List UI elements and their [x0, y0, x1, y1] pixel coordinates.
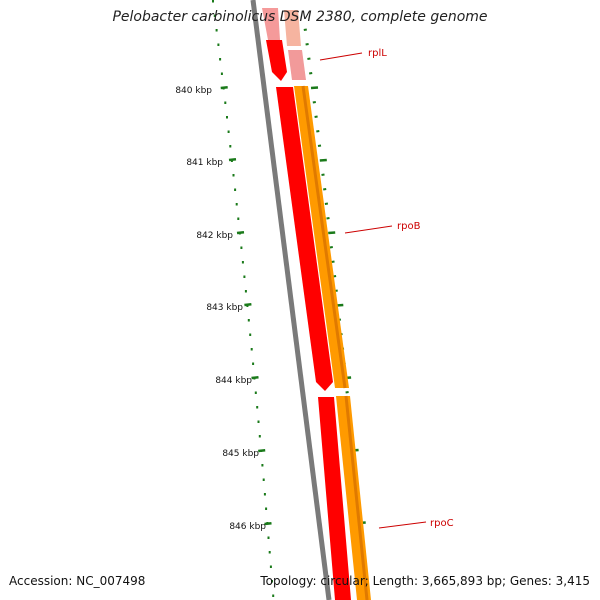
accession-text: Accession: NC_007498 — [9, 574, 146, 588]
minor-tick — [247, 319, 250, 322]
minor-tick — [262, 478, 265, 481]
right-ruler-tick — [303, 28, 307, 31]
minor-tick — [269, 565, 272, 568]
minor-tick — [244, 290, 247, 293]
right-ruler-tick — [323, 188, 327, 191]
right-ruler-tick — [309, 72, 313, 75]
minor-tick — [257, 420, 260, 423]
major-tick — [244, 302, 252, 307]
major-ticks — [220, 85, 272, 526]
cds-feature-1[interactable] — [262, 8, 280, 48]
tick-label: 842 kbp — [196, 231, 233, 241]
minor-tick — [258, 435, 261, 438]
minor-tick — [235, 203, 238, 206]
right-ruler-tick — [314, 115, 318, 118]
tick-label: 844 kbp — [215, 376, 252, 386]
minor-tick — [256, 406, 259, 409]
minor-tick — [249, 333, 252, 336]
right-ruler-tick — [310, 86, 319, 90]
right-ruler-tick — [305, 43, 309, 46]
minor-tick — [212, 0, 214, 3]
tick-label: 846 kbp — [229, 522, 266, 532]
right-ruler-tick — [312, 101, 316, 104]
minor-tick — [237, 217, 240, 220]
genome-summary-text: Topology: circular; Length: 3,665,893 bp… — [260, 574, 590, 588]
right-ruler-tick — [324, 202, 329, 205]
tick-label: 843 kbp — [206, 303, 243, 313]
right-ruler-tick — [317, 144, 322, 147]
backbone-line — [250, 0, 332, 600]
minor-tick — [220, 72, 223, 75]
minor-tick — [241, 261, 244, 264]
tick-label: 840 kbp — [175, 86, 212, 96]
gene-track-shade — [301, 85, 347, 389]
major-tick — [258, 448, 266, 453]
minor-tick — [213, 14, 216, 17]
major-tick — [236, 230, 245, 235]
right-ruler-tick — [328, 231, 336, 235]
cds-feature-2[interactable] — [266, 40, 287, 81]
minor-tick — [265, 507, 268, 510]
minor-tick — [272, 594, 275, 597]
minor-tick — [226, 116, 228, 119]
minor-tick — [243, 275, 246, 278]
minor-tick — [261, 464, 264, 467]
minor-tick — [229, 145, 232, 148]
tick-label: 845 kbp — [222, 449, 259, 459]
minor-tick — [219, 58, 222, 61]
minor-tick — [263, 493, 266, 496]
right-ruler-tick — [319, 158, 327, 162]
gene-track-shade-2 — [344, 395, 369, 600]
minor-tick — [234, 188, 237, 191]
right-ruler-tick — [329, 246, 333, 249]
gene-feature-rplL[interactable] — [288, 50, 306, 80]
gene-label-rpoC: rpoC — [378, 518, 454, 529]
minor-tick — [271, 580, 273, 583]
major-tick — [220, 85, 228, 90]
minor-tick — [267, 536, 270, 539]
minor-tick — [254, 391, 257, 394]
right-ruler-tick — [316, 130, 320, 133]
minor-tick — [250, 348, 253, 351]
map-title: Pelobacter carbinolicus DSM 2380, comple… — [112, 9, 488, 25]
minor-tick — [240, 246, 243, 249]
svg-text:rpoC: rpoC — [430, 518, 454, 529]
right-ruler-tick — [326, 217, 330, 220]
minor-tick — [268, 551, 271, 554]
gene-feature-1[interactable] — [284, 10, 301, 46]
minor-tick — [215, 29, 218, 32]
tick-labels: 840 kbp 841 kbp 842 kbp 843 kbp 844 kbp … — [175, 86, 266, 532]
gene-label-rplL: rplL — [319, 48, 387, 61]
major-tick — [251, 375, 259, 380]
major-tick — [228, 157, 237, 162]
svg-text:rplL: rplL — [368, 48, 387, 59]
minor-tick — [224, 101, 227, 104]
cds-feature-rpoB-cds[interactable] — [276, 87, 333, 391]
right-ruler-tick — [307, 57, 311, 60]
right-ruler-tick — [321, 173, 325, 176]
minor-tick — [217, 43, 220, 46]
minor-tick — [227, 130, 230, 133]
major-tick — [264, 521, 272, 526]
tick-label: 841 kbp — [186, 158, 223, 168]
right-ruler-tick — [345, 391, 349, 394]
right-ruler-tick — [331, 260, 335, 263]
minor-tick — [232, 174, 235, 177]
svg-text:rpoB: rpoB — [397, 221, 421, 232]
cds-feature-rpoC-cds[interactable] — [318, 397, 351, 600]
minor-tick — [252, 362, 255, 365]
gene-label-rpoB: rpoB — [344, 221, 421, 234]
